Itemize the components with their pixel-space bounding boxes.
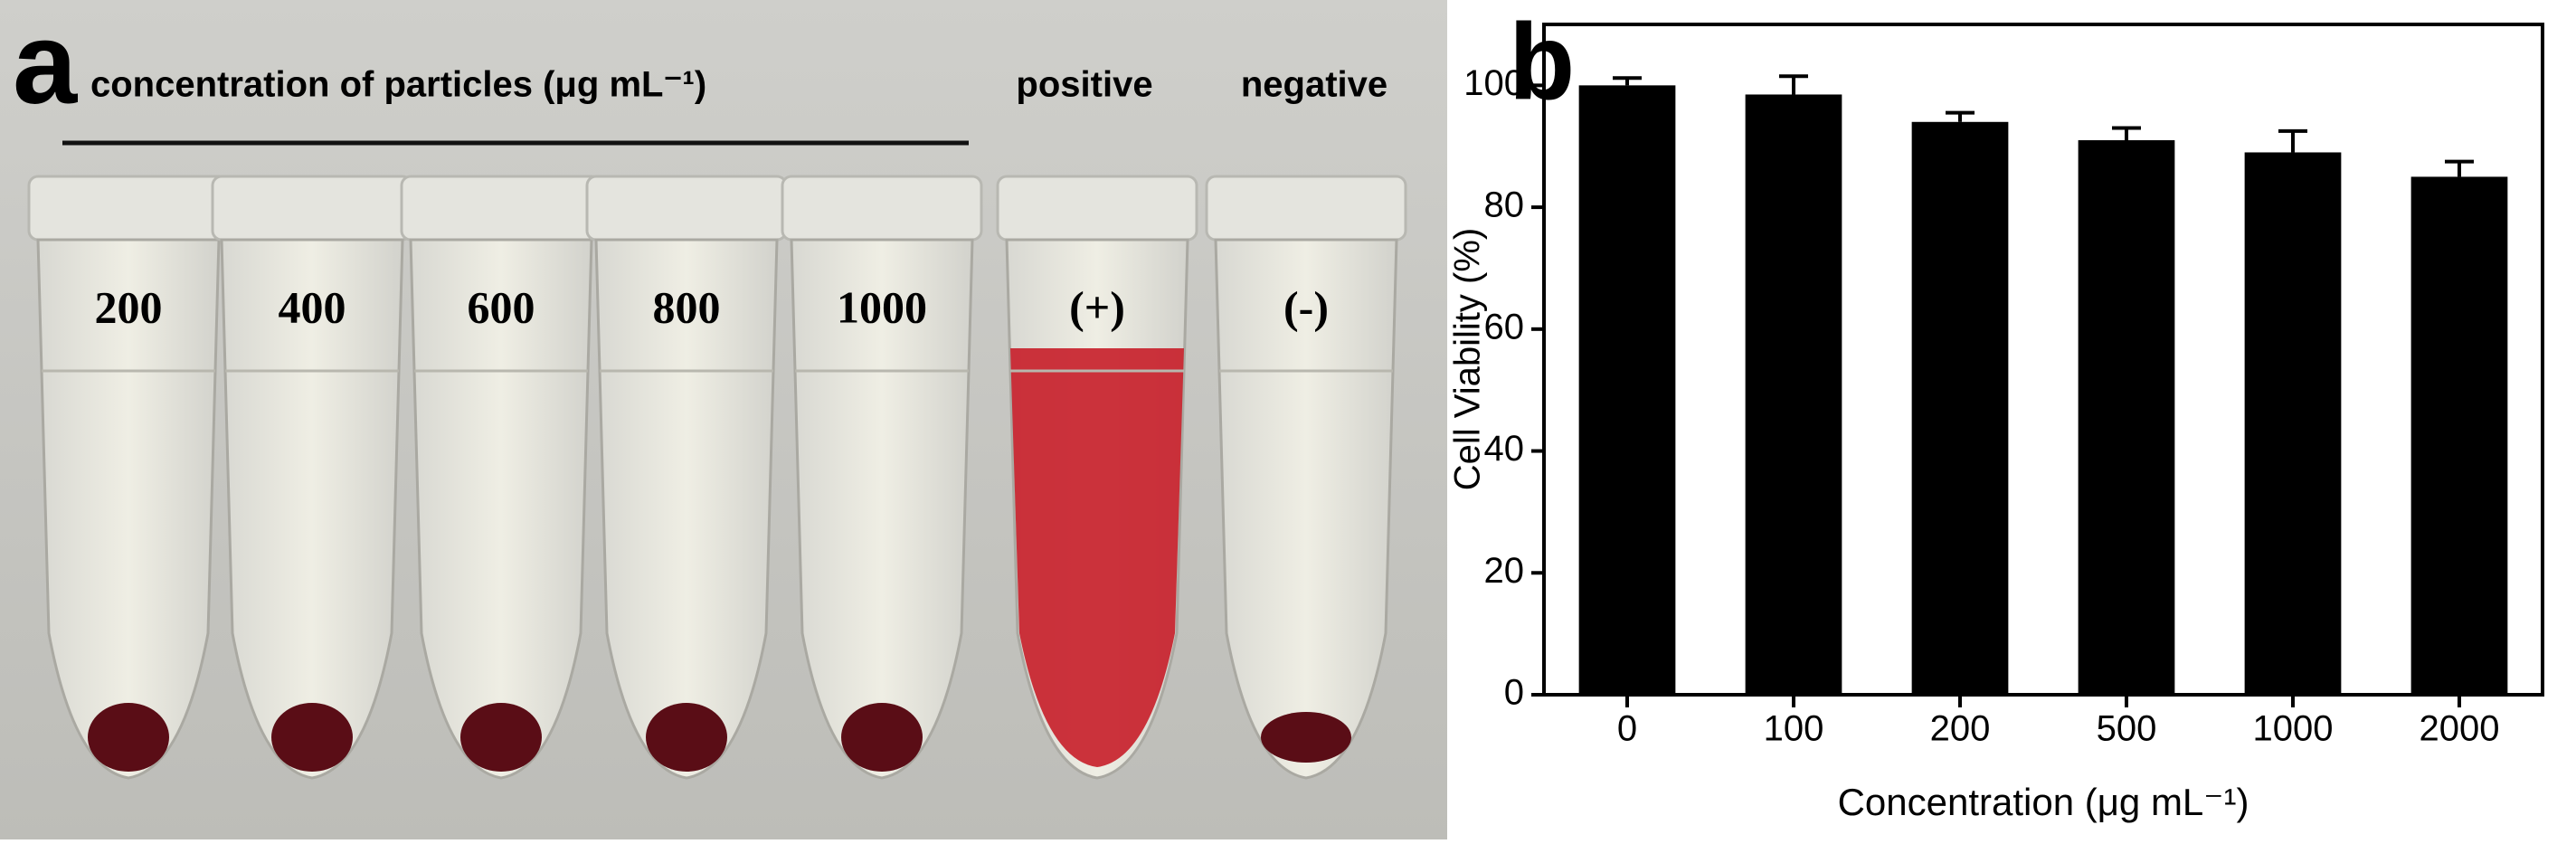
bar [1578, 85, 1676, 695]
x-tick-label: 200 [1930, 709, 1991, 749]
tube-label: 200 [95, 281, 163, 332]
positive-label: positive [1016, 65, 1152, 105]
tube-cap [211, 175, 413, 242]
tube-cap [585, 175, 788, 242]
panel-letter: a [13, 0, 78, 128]
x-tick-label: 0 [1617, 709, 1637, 749]
pellet [460, 703, 542, 772]
bar [2244, 152, 2342, 696]
x-axis-title: Concentration (μg mL⁻¹) [1838, 781, 2249, 823]
tube-body [790, 238, 974, 780]
x-tick-label: 2000 [2420, 709, 2500, 749]
tube-cap [27, 175, 230, 242]
error-bar [1946, 110, 1975, 122]
pellet [841, 703, 923, 772]
x-tick-label: 1000 [2253, 709, 2334, 749]
y-tick-label: 60 [1484, 307, 1525, 346]
tube-cap [781, 175, 983, 242]
pellet [1261, 712, 1351, 763]
tube-label: (-) [1283, 281, 1329, 332]
tube-contents [1010, 348, 1184, 767]
y-axis-title: Cell Viability (%) [1448, 228, 1488, 490]
tube-body [220, 238, 404, 780]
tubes: 200 400 600 800 1000 (+) (-) [27, 175, 1407, 780]
tube-body [409, 238, 593, 780]
error-bar [1779, 74, 1808, 95]
x-tick-label: 100 [1764, 709, 1824, 749]
bar [1911, 121, 2009, 696]
error-bar [2278, 128, 2307, 153]
tube-body [1214, 238, 1398, 780]
tube-cap [996, 175, 1198, 242]
heading: concentration of particles (μg mL⁻¹) [90, 65, 706, 105]
error-bar [1613, 76, 1642, 86]
pellet [271, 703, 353, 772]
y-tick-label: 100 [1463, 63, 1524, 103]
y-tick-label: 40 [1484, 429, 1525, 469]
pellet [646, 703, 727, 772]
tube-label: (+) [1069, 281, 1125, 332]
tube-label: 1000 [837, 281, 927, 332]
negative-label: negative [1241, 65, 1387, 105]
panel-letter: b [1509, 2, 1575, 123]
error-bar [2112, 126, 2141, 140]
y-tick-label: 0 [1504, 673, 1524, 713]
plot-frame [1542, 23, 2544, 697]
bar [2078, 139, 2175, 695]
bar [1745, 94, 1842, 695]
tube-cap [400, 175, 602, 242]
pellet [88, 703, 169, 772]
y-tick-label: 80 [1484, 185, 1525, 225]
x-tick-label: 500 [2097, 709, 2157, 749]
tube-body [594, 238, 779, 780]
bar [2410, 176, 2508, 696]
tube-label: 400 [279, 281, 346, 332]
tube-cap [1205, 175, 1407, 242]
tube-label: 800 [653, 281, 721, 332]
error-bar [2445, 159, 2474, 177]
tube-label: 600 [468, 281, 535, 332]
y-tick-label: 20 [1484, 551, 1525, 591]
tube-body [36, 238, 221, 780]
